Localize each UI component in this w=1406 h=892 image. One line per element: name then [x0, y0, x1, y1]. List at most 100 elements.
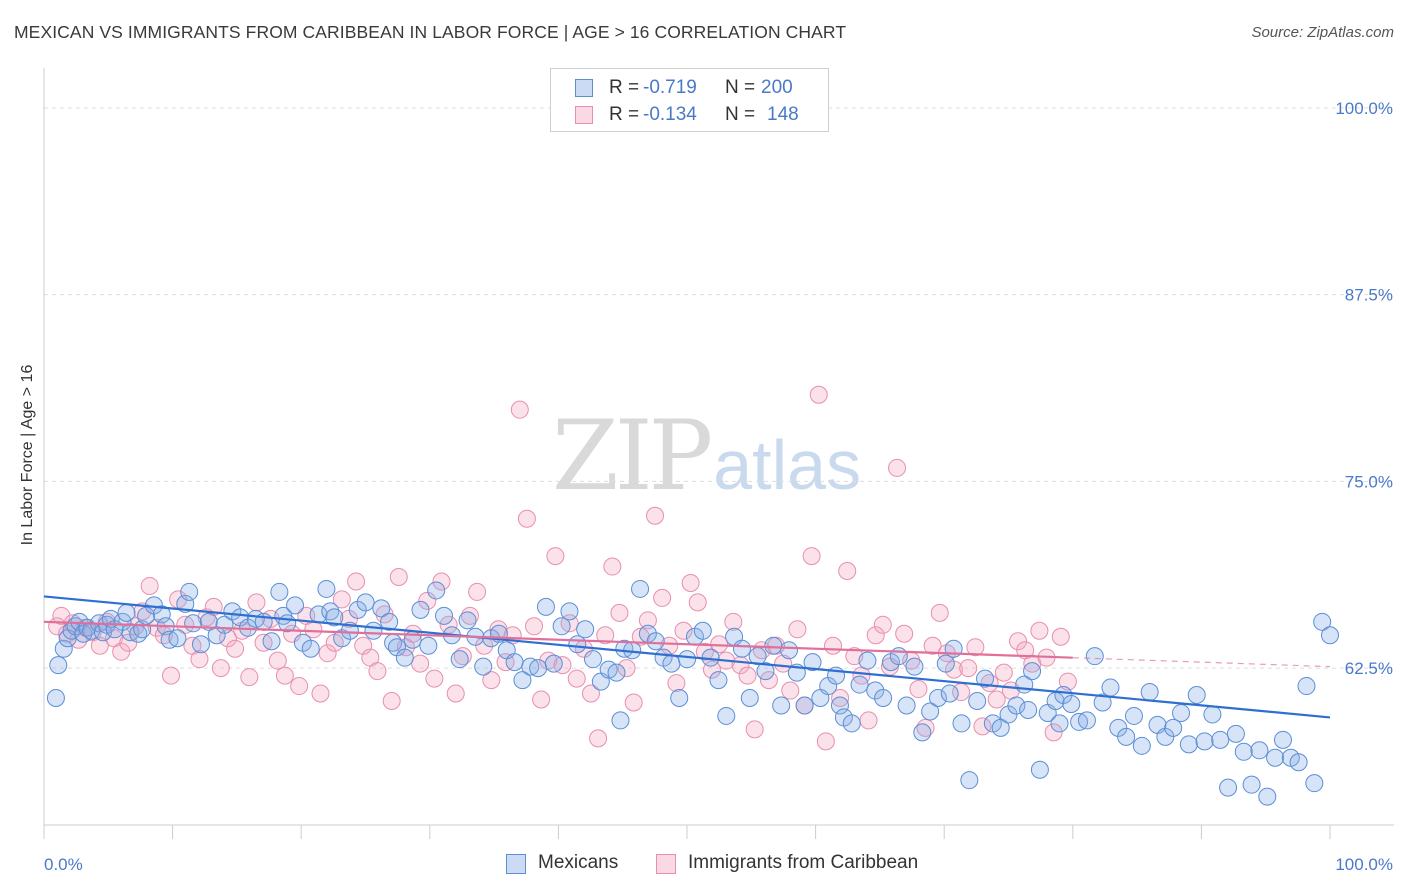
point-caribbean	[738, 666, 757, 685]
y-tick-label: 100.0%	[1335, 99, 1393, 118]
point-caribbean	[446, 684, 465, 703]
point-caribbean	[866, 626, 885, 645]
point-mexicans	[678, 650, 697, 669]
point-caribbean	[638, 611, 657, 630]
point-caribbean	[482, 671, 501, 690]
point-mexicans	[152, 605, 171, 624]
legend-swatch-pink	[575, 106, 593, 124]
bottom-legend-swatch-pink	[656, 854, 676, 874]
point-mexicans	[419, 636, 438, 655]
point-caribbean	[873, 615, 892, 634]
point-mexicans	[940, 684, 959, 703]
point-caribbean	[838, 562, 857, 581]
point-mexicans	[1258, 787, 1277, 806]
tick-labels: 62.5% 75.0% 87.5% 100.0% 0.0% 100.0%	[44, 99, 1393, 874]
trend-line-caribbean	[43, 620, 1073, 659]
point-mexicans	[380, 612, 399, 631]
point-mexicans	[764, 636, 783, 655]
point-mexicans	[968, 691, 987, 710]
point-caribbean	[468, 582, 487, 601]
point-mexicans	[889, 647, 908, 666]
point-caribbean	[781, 681, 800, 700]
point-caribbean	[247, 593, 266, 612]
point-mexicans	[1321, 626, 1339, 645]
point-caribbean	[525, 617, 544, 636]
point-mexicans	[850, 675, 869, 694]
point-mexicans	[160, 630, 179, 649]
point-caribbean	[439, 615, 458, 634]
point-mexicans	[1195, 732, 1214, 751]
bottom-legend-label: Mexicans	[538, 852, 619, 873]
point-caribbean	[589, 729, 608, 748]
point-caribbean	[724, 612, 743, 631]
point-mexicans	[1101, 678, 1120, 697]
point-mexicans	[717, 706, 736, 725]
point-caribbean	[774, 654, 793, 673]
point-mexicans	[1187, 686, 1206, 705]
point-mexicans	[1085, 647, 1104, 666]
point-mexicans	[191, 635, 210, 654]
point-caribbean	[823, 636, 842, 655]
legend-n-value: 200	[761, 77, 793, 98]
point-mexicans	[913, 723, 932, 742]
point-caribbean	[674, 621, 693, 640]
point-mexicans	[46, 689, 65, 708]
point-caribbean	[653, 588, 672, 607]
point-caribbean	[603, 557, 622, 576]
point-mexicans	[356, 593, 375, 612]
point-mexicans	[536, 597, 555, 616]
point-caribbean	[268, 651, 287, 670]
point-mexicans	[897, 696, 916, 715]
y-tick-label: 62.5%	[1345, 659, 1393, 678]
point-caribbean	[1044, 723, 1063, 742]
point-caribbean	[895, 624, 914, 643]
point-mexicans	[333, 629, 352, 648]
point-caribbean	[759, 671, 778, 690]
legend-row-caribbean: R = -0.134 N = 148	[551, 102, 828, 128]
point-caribbean	[909, 680, 928, 699]
point-caribbean	[453, 647, 472, 666]
point-mexicans	[1179, 735, 1198, 754]
point-caribbean	[667, 674, 686, 693]
point-mexicans	[1019, 700, 1038, 719]
point-mexicans	[395, 648, 414, 667]
point-mexicans	[1203, 705, 1222, 724]
point-mexicans	[1172, 703, 1191, 722]
point-mexicans	[199, 612, 218, 631]
point-caribbean	[802, 547, 821, 566]
point-mexicans	[1250, 741, 1269, 760]
point-caribbean	[510, 400, 529, 419]
point-mexicans	[740, 689, 759, 708]
point-mexicans	[662, 654, 681, 673]
point-mexicans	[1289, 753, 1308, 772]
point-mexicans	[1030, 760, 1049, 779]
point-caribbean	[368, 662, 387, 681]
source-label: Source: ZipAtlas.com	[1251, 24, 1394, 41]
point-mexicans	[952, 714, 971, 733]
point-mexicans	[874, 689, 893, 708]
point-caribbean	[190, 650, 209, 669]
point-mexicans	[505, 653, 524, 672]
point-mexicans	[1070, 712, 1089, 731]
point-caribbean	[211, 659, 230, 678]
point-mexicans	[325, 608, 344, 627]
legend-r-value: -0.134	[643, 104, 697, 125]
x-tick-label: 0.0%	[44, 855, 83, 874]
point-mexicans	[184, 614, 203, 633]
point-mexicans	[611, 711, 630, 730]
point-mexicans	[82, 621, 101, 640]
point-caribbean	[816, 732, 835, 751]
point-mexicans	[1093, 693, 1112, 712]
point-mexicans	[866, 681, 885, 700]
point-caribbean	[332, 590, 351, 609]
point-mexicans	[474, 657, 493, 676]
point-caribbean	[745, 720, 764, 739]
y-tick-label: 75.0%	[1345, 472, 1393, 491]
point-mexicans	[117, 603, 136, 622]
point-mexicans	[960, 771, 979, 790]
point-mexicans	[372, 599, 391, 618]
legend-swatch-blue	[575, 79, 593, 97]
point-caribbean	[311, 684, 330, 703]
point-caribbean	[966, 638, 985, 657]
point-mexicans	[427, 581, 446, 600]
